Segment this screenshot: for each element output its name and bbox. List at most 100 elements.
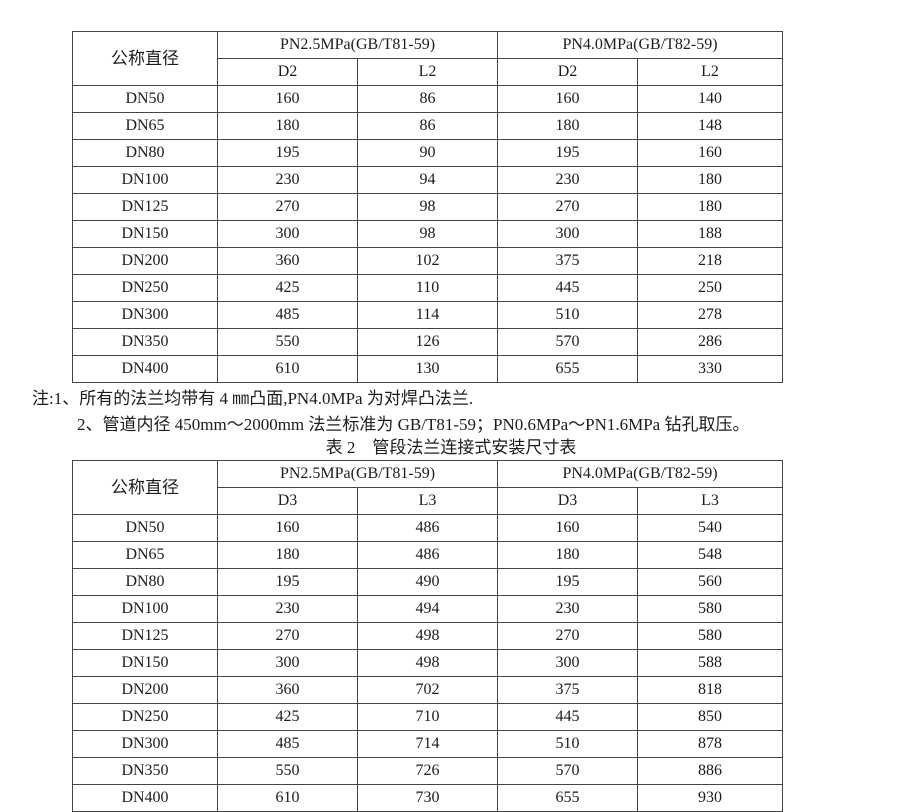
value-cell: 375: [497, 247, 639, 275]
value-cell: 160: [497, 514, 639, 542]
table-row: DN100 230 94 230 180: [72, 166, 784, 194]
value-cell: 655: [497, 784, 639, 812]
value-cell: 180: [217, 112, 358, 140]
group-header-cell: PN4.0MPa(GB/T82-59): [497, 31, 784, 59]
value-cell: 300: [497, 220, 639, 248]
header-row-groups: 公称直径 PN2.5MPa(GB/T81-59) PN4.0MPa(GB/T82-5…: [72, 31, 784, 86]
column-header-cell: L2: [356, 58, 499, 86]
column-header-cell: D3: [497, 487, 639, 515]
value-cell: 494: [356, 595, 499, 623]
value-cell: 818: [637, 676, 784, 704]
value-cell: 445: [497, 274, 639, 302]
value-cell: 498: [356, 649, 499, 677]
value-cell: 270: [217, 193, 358, 221]
table-row: DN300 485 114 510 278: [72, 301, 784, 329]
row-header-cell: DN100: [72, 595, 218, 623]
value-cell: 610: [217, 784, 358, 812]
value-cell: 180: [637, 166, 784, 194]
value-cell: 114: [356, 301, 499, 329]
value-cell: 102: [356, 247, 499, 275]
value-cell: 230: [217, 595, 358, 623]
value-cell: 86: [356, 85, 499, 113]
value-cell: 188: [637, 220, 784, 248]
column-header-cell: L3: [637, 487, 784, 515]
row-header-cell: DN250: [72, 703, 218, 731]
value-cell: 230: [497, 166, 639, 194]
table-row: DN125 270 98 270 180: [72, 193, 784, 221]
table-row: DN400 610 130 655 330: [72, 355, 784, 383]
value-cell: 195: [217, 568, 358, 596]
row-header-cell: DN200: [72, 676, 218, 704]
value-cell: 580: [637, 622, 784, 650]
value-cell: 218: [637, 247, 784, 275]
table-row: DN200 360 102 375 218: [72, 247, 784, 275]
value-cell: 445: [497, 703, 639, 731]
value-cell: 86: [356, 112, 499, 140]
corner-header-cell: 公称直径: [72, 460, 218, 515]
table-row: DN400 610 730 655 930: [72, 784, 784, 812]
table-row: DN250 425 110 445 250: [72, 274, 784, 302]
value-cell: 300: [217, 649, 358, 677]
corner-header-cell: 公称直径: [72, 31, 218, 86]
value-cell: 878: [637, 730, 784, 758]
value-cell: 94: [356, 166, 499, 194]
value-cell: 126: [356, 328, 499, 356]
group-header-cell: PN2.5MPa(GB/T81-59): [216, 460, 499, 488]
table-row: DN250 425 710 445 850: [72, 703, 784, 731]
row-header-cell: DN100: [72, 166, 218, 194]
value-cell: 278: [637, 301, 784, 329]
row-header-cell: DN150: [72, 649, 218, 677]
table-row: DN125 270 498 270 580: [72, 622, 784, 650]
group-header-cell: PN4.0MPa(GB/T82-59): [497, 460, 784, 488]
table-row: DN350 550 726 570 886: [72, 757, 784, 785]
value-cell: 90: [356, 139, 499, 167]
value-cell: 180: [497, 541, 639, 569]
row-header-cell: DN80: [72, 568, 218, 596]
pipe-flange-connection-table: 公称直径 PN2.5MPa(GB/T81-59) PN4.0MPa(GB/T82-5…: [72, 460, 784, 812]
value-cell: 250: [637, 274, 784, 302]
row-header-cell: DN65: [72, 541, 218, 569]
row-header-cell: DN400: [72, 784, 218, 812]
value-cell: 270: [497, 193, 639, 221]
value-cell: 486: [356, 541, 499, 569]
value-cell: 360: [217, 676, 358, 704]
table-row: DN80 195 490 195 560: [72, 568, 784, 596]
value-cell: 330: [637, 355, 784, 383]
value-cell: 510: [497, 730, 639, 758]
value-cell: 550: [217, 757, 358, 785]
column-header-cell: D2: [217, 58, 358, 86]
value-cell: 580: [637, 595, 784, 623]
value-cell: 510: [497, 301, 639, 329]
value-cell: 655: [497, 355, 639, 383]
value-cell: 540: [637, 514, 784, 542]
value-cell: 490: [356, 568, 499, 596]
table-row: DN300 485 714 510 878: [72, 730, 784, 758]
note-line-1: 注:1、所有的法兰均带有 4 ㎜凸面,PN4.0MPa 为对焊凸法兰.: [32, 389, 474, 408]
value-cell: 286: [637, 328, 784, 356]
value-cell: 714: [356, 730, 499, 758]
row-header-cell: DN300: [72, 301, 218, 329]
value-cell: 195: [497, 139, 639, 167]
column-header-cell: D3: [217, 487, 358, 515]
value-cell: 140: [637, 85, 784, 113]
value-cell: 726: [356, 757, 499, 785]
value-cell: 485: [217, 730, 358, 758]
row-header-cell: DN125: [72, 193, 218, 221]
value-cell: 570: [497, 328, 639, 356]
table-row: DN65 180 486 180 548: [72, 541, 784, 569]
value-cell: 360: [217, 247, 358, 275]
value-cell: 110: [356, 274, 499, 302]
value-cell: 425: [217, 274, 358, 302]
value-cell: 160: [217, 514, 358, 542]
column-header-cell: L3: [356, 487, 499, 515]
header-row-columns: D3 L3 D3 L3: [73, 487, 784, 515]
value-cell: 270: [497, 622, 639, 650]
row-header-cell: DN65: [72, 112, 218, 140]
value-cell: 230: [217, 166, 358, 194]
value-cell: 930: [637, 784, 784, 812]
value-cell: 160: [217, 85, 358, 113]
value-cell: 98: [356, 193, 499, 221]
group-header-cell: PN2.5MPa(GB/T81-59): [216, 31, 499, 59]
column-header-cell: D2: [497, 58, 639, 86]
